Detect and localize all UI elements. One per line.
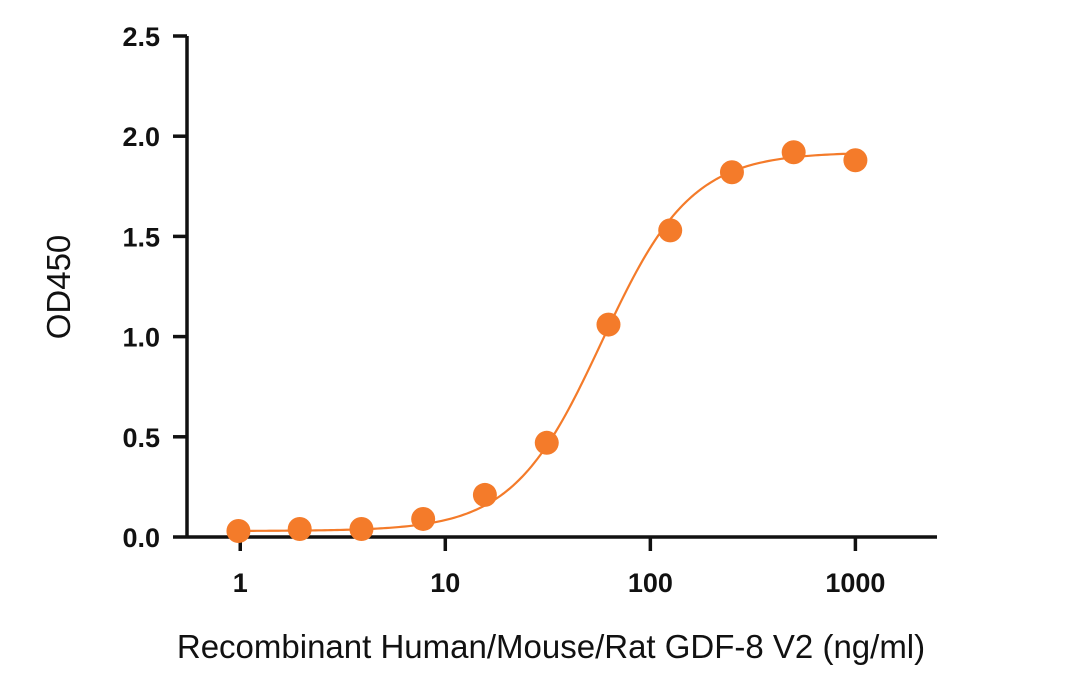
x-tick-label: 1000 <box>825 568 885 598</box>
data-point <box>349 516 374 541</box>
x-ticks: 1 10 100 1000 <box>233 537 885 598</box>
data-point <box>719 160 744 185</box>
data-point <box>658 218 683 243</box>
y-tick-label: 1.0 <box>122 323 160 353</box>
y-tick-label: 2.0 <box>122 122 160 152</box>
data-point <box>843 148 868 173</box>
y-tick-label: 0.0 <box>122 523 160 553</box>
data-point <box>472 482 497 507</box>
data-point <box>226 518 251 543</box>
fit-curve <box>238 152 856 532</box>
x-tick-label: 10 <box>430 568 460 598</box>
x-axis-title: Recombinant Human/Mouse/Rat GDF-8 V2 (ng… <box>177 628 925 665</box>
y-tick-label: 2.5 <box>122 22 160 52</box>
data-point <box>596 312 621 337</box>
data-point <box>411 506 436 531</box>
data-point <box>534 430 559 455</box>
axes <box>185 36 937 539</box>
data-points <box>226 140 868 543</box>
y-tick-label: 0.5 <box>122 423 160 453</box>
data-point <box>287 516 312 541</box>
y-ticks: 0.0 0.5 1.0 1.5 2.0 2.5 <box>122 22 187 553</box>
x-tick-label: 100 <box>628 568 673 598</box>
y-tick-label: 1.5 <box>122 222 160 252</box>
y-axis-title: OD450 <box>40 235 77 340</box>
x-tick-label: 1 <box>233 568 248 598</box>
data-point <box>781 140 806 165</box>
